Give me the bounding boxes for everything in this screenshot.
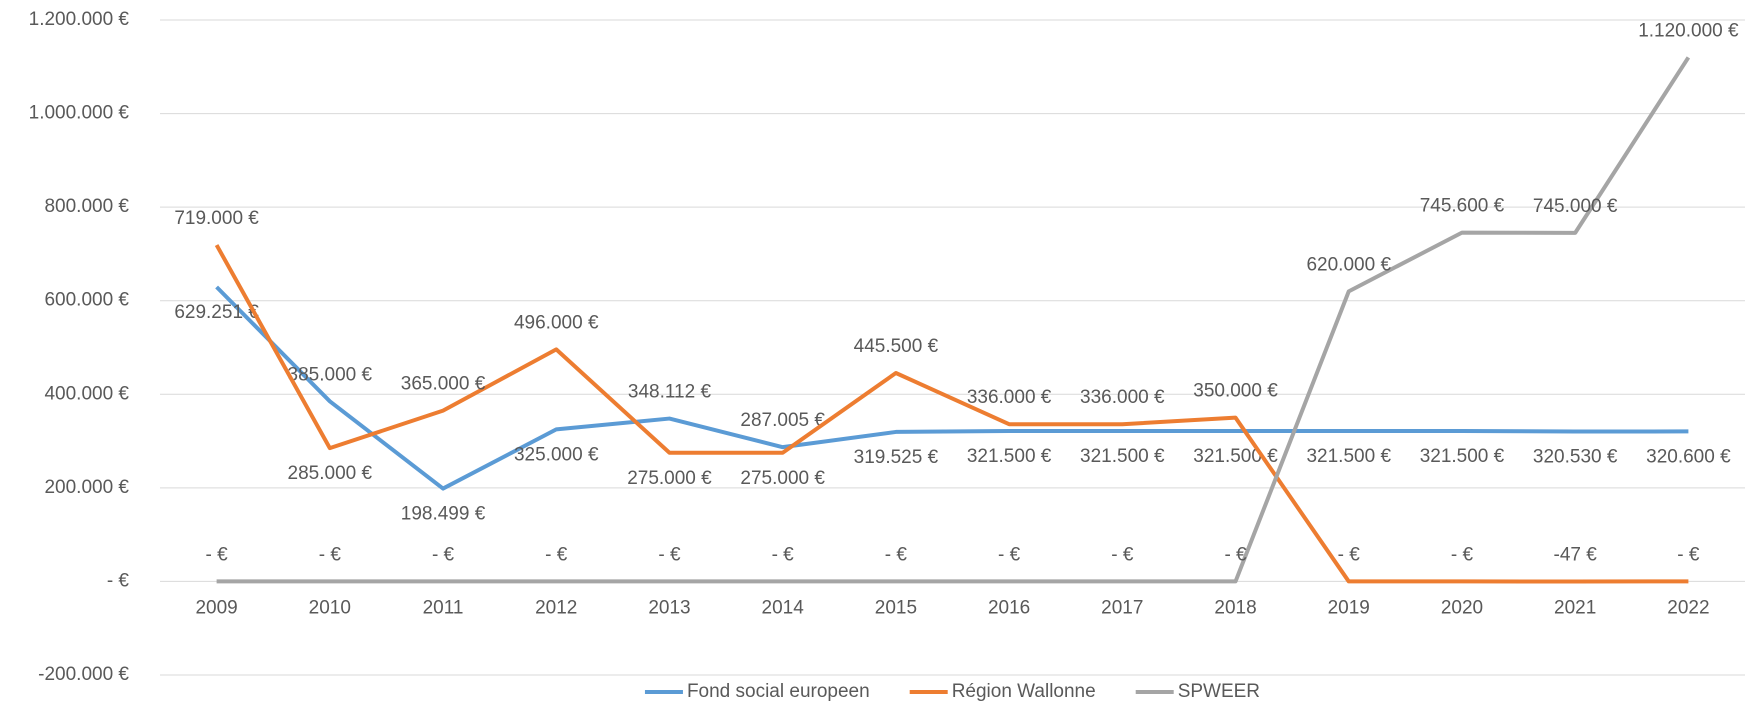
data-label: 287.005 €	[740, 410, 825, 431]
x-tick-label: 2022	[1667, 597, 1709, 618]
x-tick-label: 2018	[1214, 597, 1256, 618]
data-label: 321.500 €	[1080, 446, 1165, 467]
y-tick-label: 1.000.000 €	[29, 103, 130, 124]
data-label: 336.000 €	[1080, 387, 1165, 408]
x-tick-label: 2013	[648, 597, 690, 618]
data-label: - €	[772, 544, 795, 565]
x-tick-label: 2020	[1441, 597, 1483, 618]
x-tick-label: 2021	[1554, 597, 1596, 618]
y-tick-label: 600.000 €	[44, 290, 129, 311]
data-label: 336.000 €	[967, 387, 1052, 408]
x-tick-label: 2015	[875, 597, 917, 618]
data-label: 620.000 €	[1306, 254, 1391, 275]
data-label: 719.000 €	[174, 208, 259, 229]
y-tick-label: - €	[107, 570, 130, 591]
data-label: - €	[319, 544, 342, 565]
data-label: 319.525 €	[854, 447, 939, 468]
data-label: 745.600 €	[1420, 196, 1505, 217]
y-tick-label: 400.000 €	[44, 383, 129, 404]
data-label: 285.000 €	[288, 463, 373, 484]
data-label: 629.251 €	[174, 302, 259, 323]
data-label: 445.500 €	[854, 336, 939, 357]
x-tick-label: 2014	[762, 597, 805, 618]
x-tick-label: 2012	[535, 597, 577, 618]
series-line	[214, 244, 1689, 584]
data-label: - €	[1677, 544, 1700, 565]
data-label: 325.000 €	[514, 444, 599, 465]
data-label: - €	[1338, 544, 1361, 565]
data-label: - €	[206, 544, 229, 565]
data-label: 350.000 €	[1193, 381, 1278, 402]
data-label: 321.500 €	[1420, 446, 1505, 467]
data-label: 385.000 €	[288, 364, 373, 385]
data-label: - €	[658, 544, 681, 565]
x-tick-label: 2011	[423, 597, 464, 618]
data-label: 1.120.000 €	[1638, 20, 1739, 41]
data-label: - €	[1224, 544, 1247, 565]
data-label: - €	[1111, 544, 1134, 565]
data-label: -47 €	[1554, 544, 1598, 565]
legend-label: SPWEER	[1178, 681, 1260, 702]
data-label: - €	[885, 544, 908, 565]
x-tick-label: 2017	[1101, 597, 1143, 618]
data-label: 365.000 €	[401, 374, 486, 395]
data-label: - €	[545, 544, 568, 565]
x-tick-label: 2009	[195, 597, 237, 618]
series-line	[216, 56, 1691, 584]
y-tick-label: -200.000 €	[38, 664, 129, 685]
data-label: 496.000 €	[514, 312, 599, 333]
data-label: 321.500 €	[967, 446, 1052, 467]
data-label: 348.112 €	[628, 382, 712, 403]
data-label: - €	[1451, 544, 1474, 565]
legend-label: Fond social europeen	[687, 681, 870, 702]
series-line	[215, 285, 1689, 491]
data-label: - €	[432, 544, 455, 565]
data-label: 275.000 €	[627, 468, 712, 489]
data-label: 275.000 €	[740, 468, 825, 489]
data-label: 320.600 €	[1646, 446, 1731, 467]
y-tick-label: 800.000 €	[44, 196, 129, 217]
x-tick-label: 2016	[988, 597, 1030, 618]
data-label: 745.000 €	[1533, 196, 1618, 217]
y-tick-label: 200.000 €	[44, 477, 129, 498]
x-tick-label: 2019	[1328, 597, 1370, 618]
legend-label: Région Wallonne	[952, 681, 1096, 702]
data-label: 198.499 €	[401, 504, 486, 525]
x-tick-label: 2010	[309, 597, 351, 618]
data-label: 321.500 €	[1306, 446, 1391, 467]
data-label: - €	[998, 544, 1021, 565]
y-tick-label: 1.200.000 €	[29, 9, 130, 30]
data-label: 320.530 €	[1533, 446, 1618, 467]
